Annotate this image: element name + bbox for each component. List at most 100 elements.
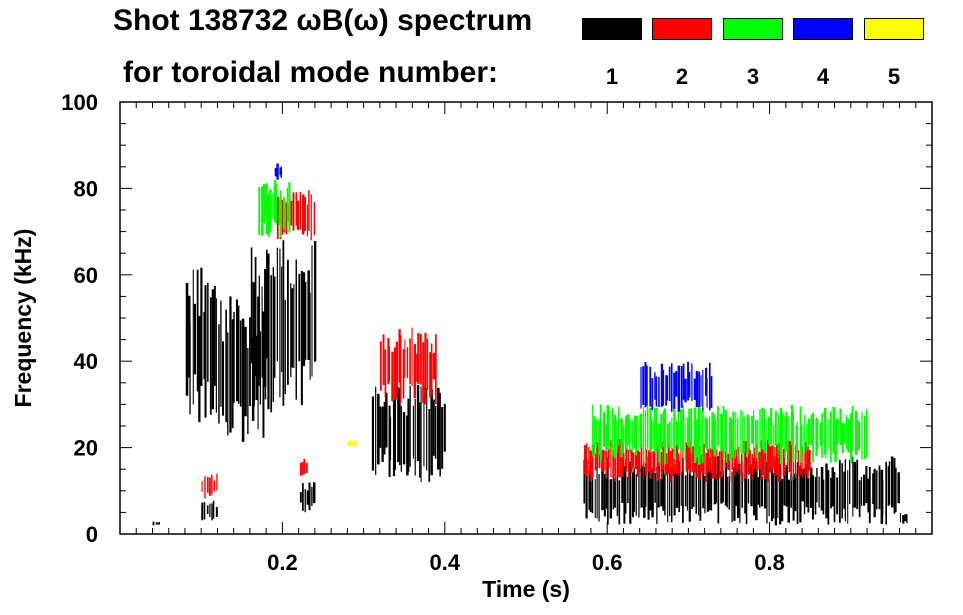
spectral-streak [430,343,433,396]
spectral-streak [686,468,688,511]
spectral-streak [649,366,652,407]
spectral-streak [589,477,592,513]
spectral-streak [398,329,401,383]
spectral-streak [845,415,847,450]
spectral-streak [282,197,285,229]
spectral-streak [295,259,297,400]
spectral-streak [620,418,623,458]
spectral-streak [816,467,818,503]
spectral-streak [412,405,414,459]
spectral-streak [906,514,908,524]
spectral-streak [430,389,433,476]
spectral-streak [746,414,749,455]
spectral-streak [434,406,437,459]
spectral-streak [385,392,388,448]
spectral-streak [688,371,691,398]
spectral-streak [596,442,599,469]
spectral-streak [735,449,738,472]
spectral-streak [769,446,772,473]
legend-label-n5: 5 [887,64,901,89]
spectral-streak [680,409,683,452]
spectral-streak [589,450,592,482]
spectral-streak [788,440,791,473]
spectral-streak [872,473,875,505]
spectral-streak [706,418,709,451]
spectral-streak [790,439,793,481]
spectral-streak [815,417,818,456]
spectral-streak [812,412,815,463]
series-n5 [347,439,357,448]
spectral-streak [726,476,728,508]
spectral-streak [786,439,789,468]
spectral-streak [432,399,435,456]
spectral-streak [792,447,795,481]
spectral-streak [680,446,682,476]
spectral-streak [313,201,316,236]
spectral-streak [761,476,763,507]
spectral-streak [241,318,245,442]
spectral-streak [796,462,799,525]
spectral-streak [429,352,432,398]
spectral-streak [753,458,756,516]
spectral-streak [713,457,717,505]
spectral-streak [774,460,777,526]
spectral-streak [830,411,832,463]
spectral-streak [709,448,712,473]
spectral-streak [741,472,744,508]
spectral-streak [379,341,382,391]
y-tick-label: 0 [86,522,98,547]
spectral-streak [691,363,693,401]
spectral-streak [779,407,783,465]
spectral-streak [606,404,610,450]
spectral-streak [276,196,279,240]
spectral-streak [717,406,719,447]
spectral-streak [691,446,694,472]
spectral-streak [783,468,786,506]
spectral-streak [387,338,390,385]
spectral-streak [273,276,276,378]
spectral-streak [738,446,740,474]
spectral-streak [651,378,654,411]
spectral-streak [201,481,203,492]
spectral-streak [882,480,884,515]
spectral-streak [616,439,620,478]
spectral-streak [599,404,602,463]
spectral-streak [274,167,278,177]
x-tick-label: 0.8 [754,550,785,575]
spectral-streak [211,474,213,495]
spectral-streak [856,459,859,510]
spectral-streak [267,193,270,237]
spectral-streak [656,445,659,481]
spectral-streak [616,420,618,453]
spectral-streak [354,440,357,448]
spectral-streak [279,248,281,398]
spectral-streak [821,413,823,458]
x-tick-label: 0.4 [430,550,461,575]
spectral-streak [662,441,665,471]
spectral-streak [720,471,723,504]
spectral-streak [833,471,836,523]
spectral-streak [371,396,375,471]
spectral-streak [673,465,676,516]
spectral-streak [279,190,282,238]
spectral-streak [414,398,416,476]
spectral-streak [808,449,811,472]
spectral-streak [422,342,425,404]
legend-swatch-n1 [582,18,642,40]
series-n4-region-0 [274,163,282,180]
spectral-streak [856,419,859,452]
spectral-streak [863,415,866,460]
spectral-streak [673,449,675,475]
spectral-streak [591,404,593,457]
spectral-streak [299,462,302,476]
spectral-streak [304,489,306,513]
spectral-streak [695,370,699,408]
spectral-streak [702,369,704,412]
spectral-streak [660,363,663,407]
spectral-streak [598,474,600,522]
spectral-streak [649,475,652,511]
spectral-streak [767,416,770,444]
spectral-streak [654,372,656,400]
spectral-streak [806,446,809,479]
spectral-streak [658,376,660,408]
